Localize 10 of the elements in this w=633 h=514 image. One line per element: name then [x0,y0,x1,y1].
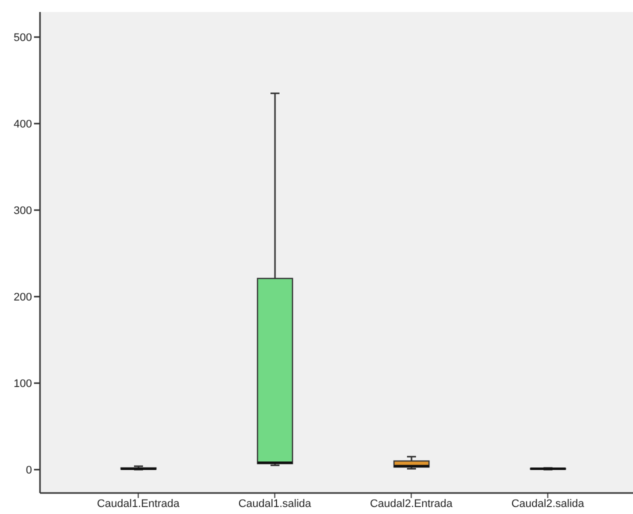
x-tick-label: Caudal1.salida [238,498,312,510]
y-tick-label: 200 [14,292,32,304]
x-tick-label: Caudal2.salida [511,498,586,510]
y-tick-label: 100 [14,378,32,390]
y-tick-label: 300 [14,205,32,218]
x-tick-label: Caudal2.Entrada [370,498,454,510]
y-tick-label: 400 [14,118,32,131]
y-tick-label: 500 [14,32,32,44]
y-tick-label: 0 [26,464,32,477]
x-tick-label: Caudal1.Entrada [96,498,180,510]
